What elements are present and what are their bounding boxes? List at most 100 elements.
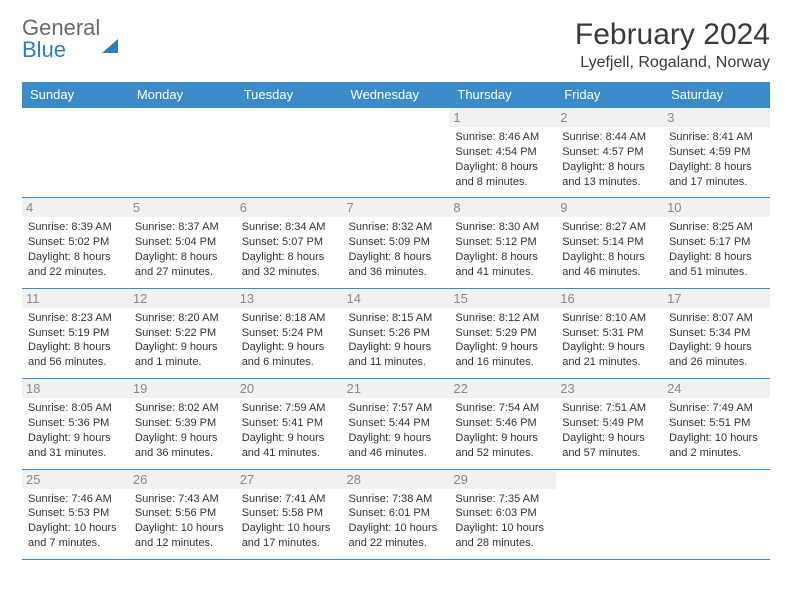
calendar-cell: 27 Sunrise: 7:41 AMSunset: 5:58 PMDayligh… — [236, 469, 343, 559]
day-number: 10 — [663, 198, 770, 217]
calendar-cell: 14Sunrise: 8:15 AMSunset: 5:26 PMDayligh… — [343, 288, 450, 378]
calendar-body: 1 Sunrise: 8:46 AMSunset: 4:54 PMDaylight… — [22, 108, 770, 560]
day-number: 25 — [22, 470, 129, 489]
brand-logo: General Blue — [22, 18, 118, 62]
day-details: Sunrise: 7:51 AMSunset: 5:49 PMDaylight:… — [562, 401, 657, 460]
calendar-cell — [22, 108, 129, 198]
calendar-cell: 2 Sunrise: 8:44 AMSunset: 4:57 PMDaylight… — [556, 108, 663, 198]
calendar-cell — [129, 108, 236, 198]
day-number: 23 — [556, 379, 663, 398]
day-details: Sunrise: 8:07 AMSunset: 5:34 PMDaylight:… — [669, 311, 764, 370]
day-number: 8 — [449, 198, 556, 217]
day-details: Sunrise: 8:02 AMSunset: 5:39 PMDaylight:… — [135, 401, 230, 460]
month-title: February 2024 — [575, 18, 770, 52]
calendar-row: 11Sunrise: 8:23 AMSunset: 5:19 PMDayligh… — [22, 288, 770, 378]
calendar-cell: 9 Sunrise: 8:27 AMSunset: 5:14 PMDaylight… — [556, 198, 663, 288]
day-details: Sunrise: 8:25 AMSunset: 5:17 PMDaylight:… — [669, 220, 764, 279]
calendar-cell: 16 Sunrise: 8:10 AMSunset: 5:31 PMDayligh… — [556, 288, 663, 378]
day-header: Monday — [129, 82, 236, 108]
calendar-cell — [343, 108, 450, 198]
day-number: 12 — [129, 289, 236, 308]
calendar-cell: 4 Sunrise: 8:39 AMSunset: 5:02 PMDaylight… — [22, 198, 129, 288]
day-number: 18 — [22, 379, 129, 398]
day-details: Sunrise: 8:05 AMSunset: 5:36 PMDaylight:… — [28, 401, 123, 460]
page-header: General Blue February 2024 Lyefjell, Rog… — [22, 18, 770, 72]
day-number: 24 — [663, 379, 770, 398]
day-number: 20 — [236, 379, 343, 398]
calendar-table: SundayMondayTuesdayWednesdayThursdayFrid… — [22, 82, 770, 560]
day-header: Tuesday — [236, 82, 343, 108]
day-details: Sunrise: 7:38 AMSunset: 6:01 PMDaylight:… — [349, 492, 444, 551]
day-number: 9 — [556, 198, 663, 217]
day-details: Sunrise: 8:30 AMSunset: 5:12 PMDaylight:… — [455, 220, 550, 279]
calendar-row: 1 Sunrise: 8:46 AMSunset: 4:54 PMDaylight… — [22, 108, 770, 198]
calendar-cell: 22Sunrise: 7:54 AMSunset: 5:46 PMDayligh… — [449, 379, 556, 469]
calendar-cell: 24 Sunrise: 7:49 AMSunset: 5:51 PMDayligh… — [663, 379, 770, 469]
day-details: Sunrise: 8:18 AMSunset: 5:24 PMDaylight:… — [242, 311, 337, 370]
day-header: Saturday — [663, 82, 770, 108]
day-number: 28 — [343, 470, 450, 489]
calendar-cell: 18 Sunrise: 8:05 AMSunset: 5:36 PMDayligh… — [22, 379, 129, 469]
calendar-row: 25 Sunrise: 7:46 AMSunset: 5:53 PMDayligh… — [22, 469, 770, 559]
day-number: 4 — [22, 198, 129, 217]
day-details: Sunrise: 8:46 AMSunset: 4:54 PMDaylight:… — [455, 130, 550, 189]
day-number: 13 — [236, 289, 343, 308]
calendar-cell: 8 Sunrise: 8:30 AMSunset: 5:12 PMDaylight… — [449, 198, 556, 288]
day-number: 5 — [129, 198, 236, 217]
brand-word2: Blue — [22, 37, 66, 62]
day-details: Sunrise: 7:57 AMSunset: 5:44 PMDaylight:… — [349, 401, 444, 460]
calendar-cell: 21 Sunrise: 7:57 AMSunset: 5:44 PMDayligh… — [343, 379, 450, 469]
day-number: 21 — [343, 379, 450, 398]
calendar-cell: 28 Sunrise: 7:38 AMSunset: 6:01 PMDayligh… — [343, 469, 450, 559]
day-number: 17 — [663, 289, 770, 308]
calendar-cell: 19 Sunrise: 8:02 AMSunset: 5:39 PMDayligh… — [129, 379, 236, 469]
day-details: Sunrise: 8:44 AMSunset: 4:57 PMDaylight:… — [562, 130, 657, 189]
location-text: Lyefjell, Rogaland, Norway — [575, 54, 770, 72]
title-block: February 2024 Lyefjell, Rogaland, Norway — [575, 18, 770, 72]
calendar-cell: 6Sunrise: 8:34 AMSunset: 5:07 PMDaylight… — [236, 198, 343, 288]
calendar-cell: 10 Sunrise: 8:25 AMSunset: 5:17 PMDayligh… — [663, 198, 770, 288]
day-details: Sunrise: 8:15 AMSunset: 5:26 PMDaylight:… — [349, 311, 444, 370]
day-number: 6 — [236, 198, 343, 217]
calendar-cell: 29 Sunrise: 7:35 AMSunset: 6:03 PMDayligh… — [449, 469, 556, 559]
calendar-cell: 13 Sunrise: 8:18 AMSunset: 5:24 PMDayligh… — [236, 288, 343, 378]
day-details: Sunrise: 7:49 AMSunset: 5:51 PMDaylight:… — [669, 401, 764, 460]
calendar-cell: 3 Sunrise: 8:41 AMSunset: 4:59 PMDaylight… — [663, 108, 770, 198]
day-number: 3 — [663, 108, 770, 127]
day-details: Sunrise: 7:59 AMSunset: 5:41 PMDaylight:… — [242, 401, 337, 460]
day-number: 29 — [449, 470, 556, 489]
day-details: Sunrise: 8:27 AMSunset: 5:14 PMDaylight:… — [562, 220, 657, 279]
calendar-cell: 1 Sunrise: 8:46 AMSunset: 4:54 PMDaylight… — [449, 108, 556, 198]
calendar-cell: 7Sunrise: 8:32 AMSunset: 5:09 PMDaylight… — [343, 198, 450, 288]
day-details: Sunrise: 8:41 AMSunset: 4:59 PMDaylight:… — [669, 130, 764, 189]
calendar-cell — [556, 469, 663, 559]
calendar-cell: 17 Sunrise: 8:07 AMSunset: 5:34 PMDayligh… — [663, 288, 770, 378]
calendar-cell: 15Sunrise: 8:12 AMSunset: 5:29 PMDayligh… — [449, 288, 556, 378]
day-number: 15 — [449, 289, 556, 308]
calendar-cell: 25 Sunrise: 7:46 AMSunset: 5:53 PMDayligh… — [22, 469, 129, 559]
day-details: Sunrise: 8:39 AMSunset: 5:02 PMDaylight:… — [28, 220, 123, 279]
day-header: Wednesday — [343, 82, 450, 108]
calendar-cell: 26 Sunrise: 7:43 AMSunset: 5:56 PMDayligh… — [129, 469, 236, 559]
day-number: 1 — [449, 108, 556, 127]
day-details: Sunrise: 7:54 AMSunset: 5:46 PMDaylight:… — [455, 401, 550, 460]
calendar-row: 18 Sunrise: 8:05 AMSunset: 5:36 PMDayligh… — [22, 379, 770, 469]
day-number: 11 — [22, 289, 129, 308]
day-number: 2 — [556, 108, 663, 127]
day-number: 16 — [556, 289, 663, 308]
day-details: Sunrise: 8:10 AMSunset: 5:31 PMDaylight:… — [562, 311, 657, 370]
day-number: 27 — [236, 470, 343, 489]
calendar-cell — [663, 469, 770, 559]
calendar-head: SundayMondayTuesdayWednesdayThursdayFrid… — [22, 82, 770, 108]
calendar-row: 4 Sunrise: 8:39 AMSunset: 5:02 PMDaylight… — [22, 198, 770, 288]
day-details: Sunrise: 8:32 AMSunset: 5:09 PMDaylight:… — [349, 220, 444, 279]
day-details: Sunrise: 7:41 AMSunset: 5:58 PMDaylight:… — [242, 492, 337, 551]
day-details: Sunrise: 7:46 AMSunset: 5:53 PMDaylight:… — [28, 492, 123, 551]
day-details: Sunrise: 7:35 AMSunset: 6:03 PMDaylight:… — [455, 492, 550, 551]
day-details: Sunrise: 8:37 AMSunset: 5:04 PMDaylight:… — [135, 220, 230, 279]
day-number: 26 — [129, 470, 236, 489]
day-details: Sunrise: 7:43 AMSunset: 5:56 PMDaylight:… — [135, 492, 230, 551]
day-number: 19 — [129, 379, 236, 398]
calendar-cell: 5 Sunrise: 8:37 AMSunset: 5:04 PMDaylight… — [129, 198, 236, 288]
calendar-cell — [236, 108, 343, 198]
